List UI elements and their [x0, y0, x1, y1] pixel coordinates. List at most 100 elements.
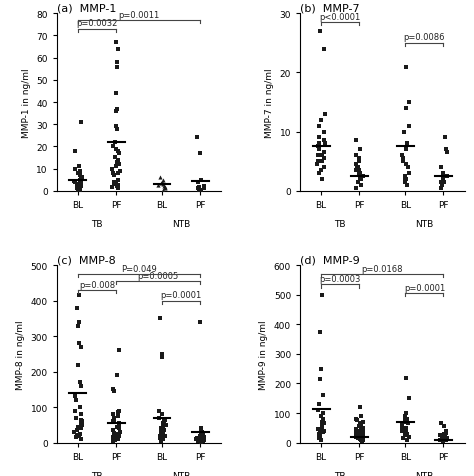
Point: [114, 126, 121, 133]
Point: [109, 433, 117, 441]
Point: [401, 178, 409, 186]
Point: [401, 412, 409, 420]
Point: [115, 425, 123, 432]
Point: [78, 183, 85, 191]
Point: [73, 182, 81, 189]
Point: [113, 106, 121, 113]
Point: [115, 436, 122, 443]
Point: [76, 187, 83, 194]
Point: [353, 167, 360, 175]
Point: [200, 185, 208, 193]
Point: [358, 435, 365, 442]
Point: [160, 433, 167, 441]
Point: [109, 434, 117, 442]
Point: [200, 436, 207, 444]
Point: [161, 426, 168, 434]
Point: [195, 437, 202, 445]
Point: [402, 428, 410, 436]
Point: [356, 176, 364, 183]
Point: [320, 46, 328, 53]
Point: [401, 418, 409, 426]
Point: [402, 409, 410, 417]
Point: [318, 418, 326, 426]
Point: [442, 436, 449, 443]
Point: [401, 173, 409, 180]
Point: [442, 427, 449, 435]
Point: [71, 407, 79, 415]
Point: [110, 178, 118, 186]
Point: [315, 134, 322, 142]
Text: (b)  MMP-7: (b) MMP-7: [300, 3, 360, 13]
Point: [321, 111, 328, 119]
Point: [440, 423, 448, 430]
Point: [356, 427, 364, 435]
Point: [114, 170, 121, 178]
Text: p=0.0003: p=0.0003: [319, 275, 361, 283]
Point: [314, 143, 322, 151]
Point: [354, 417, 361, 425]
Point: [157, 428, 165, 436]
Point: [110, 180, 118, 188]
Point: [437, 164, 445, 171]
Text: p=0.0001: p=0.0001: [161, 291, 202, 300]
Point: [315, 152, 322, 160]
Point: [402, 176, 410, 183]
Point: [440, 176, 447, 183]
Point: [317, 427, 324, 435]
Point: [317, 167, 324, 175]
Point: [73, 184, 81, 191]
Text: (c)  MMP-8: (c) MMP-8: [57, 255, 116, 265]
Point: [156, 435, 164, 442]
Point: [198, 434, 205, 441]
Text: (a)  MMP-1: (a) MMP-1: [57, 3, 116, 13]
Point: [157, 180, 165, 188]
Point: [316, 123, 323, 130]
Point: [113, 64, 121, 71]
Point: [162, 432, 169, 439]
Point: [402, 161, 410, 169]
Point: [111, 154, 118, 162]
Point: [109, 437, 117, 445]
Point: [356, 431, 364, 438]
Point: [352, 432, 360, 439]
Point: [78, 417, 85, 425]
Text: p=0.008: p=0.008: [79, 280, 115, 289]
Point: [77, 416, 85, 424]
Point: [159, 436, 167, 443]
Point: [403, 182, 410, 189]
Point: [356, 420, 364, 427]
Point: [196, 318, 203, 326]
Text: TB: TB: [335, 471, 346, 476]
Point: [109, 143, 117, 151]
Point: [157, 425, 165, 432]
Point: [76, 404, 84, 411]
Point: [198, 187, 205, 194]
Point: [194, 185, 201, 193]
Point: [319, 291, 326, 299]
Point: [114, 182, 122, 189]
Point: [73, 185, 81, 192]
Point: [352, 161, 359, 169]
Point: [157, 436, 165, 444]
Point: [161, 185, 169, 193]
Point: [353, 429, 360, 437]
Text: P=0.049: P=0.049: [121, 264, 157, 273]
Point: [159, 177, 167, 184]
Point: [76, 430, 84, 437]
Point: [437, 178, 445, 186]
Point: [114, 185, 122, 193]
Point: [356, 436, 364, 443]
Point: [438, 182, 446, 189]
Point: [110, 172, 118, 179]
Point: [315, 146, 323, 154]
Point: [443, 435, 451, 442]
Point: [319, 415, 327, 423]
Point: [73, 431, 81, 439]
Point: [355, 178, 362, 186]
Text: NTB: NTB: [415, 471, 434, 476]
Text: TB: TB: [91, 471, 103, 476]
Point: [319, 392, 327, 399]
Point: [114, 430, 122, 437]
Point: [317, 328, 324, 336]
Point: [316, 376, 324, 383]
